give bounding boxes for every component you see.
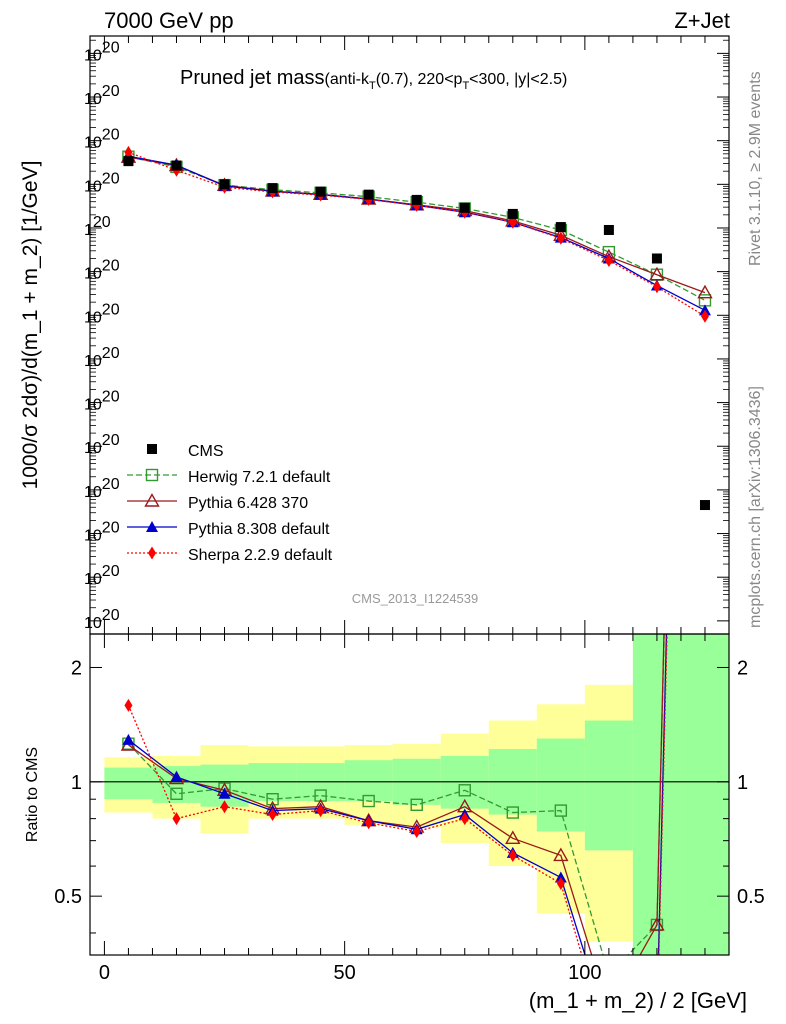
ratio-sherpa-2-2-9-default-point [268, 808, 277, 822]
legend-marker-cms [147, 444, 157, 454]
svg-text:1020: 1020 [84, 520, 120, 545]
analysis-watermark: CMS_2013_I1224539 [352, 591, 479, 606]
header-left: 7000 GeV pp [104, 8, 234, 33]
svg-text:1020: 1020 [84, 170, 120, 195]
ratio-pythia-6-428-370-point [505, 830, 521, 845]
legend-label-pythia-8-308-default: Pythia 8.308 default [188, 521, 330, 538]
ratio-plot-area [90, 634, 729, 981]
pythia-6-428-370-point [697, 284, 713, 299]
ratio-sherpa-2-2-9-default-point [172, 812, 181, 826]
cms-data-point [459, 202, 470, 213]
ratio-y-tick-label-right: 0.5 [737, 886, 765, 908]
uncertainty-band-inner [584, 720, 633, 851]
x-axis-label: (m_1 + m_2) / 2 [GeV] [529, 988, 747, 1013]
svg-text:1020: 1020 [84, 83, 120, 108]
legend-label-pythia-6-428-370: Pythia 6.428 370 [188, 495, 308, 512]
uncertainty-band-inner [344, 760, 393, 802]
ratio-sherpa-2-2-9-default-point [364, 816, 373, 830]
ratio-herwig-7-2-1-default-point [603, 970, 614, 981]
uncertainty-band-inner [104, 767, 153, 800]
cms-data-point [363, 189, 374, 200]
svg-text:1020: 1020 [84, 345, 120, 370]
herwig-7-2-1-default-point [698, 294, 712, 307]
x-tick-label: 0 [99, 962, 110, 984]
uncertainty-band-inner [536, 738, 585, 832]
cms-data-point [123, 156, 134, 167]
cms-data-point [555, 222, 566, 233]
sherpa-2-2-9-default-point [604, 253, 613, 267]
svg-text:1020: 1020 [84, 432, 120, 457]
ratio-y-tick-label: 2 [71, 657, 82, 679]
ratio-sherpa-2-2-9-default-point [316, 804, 325, 818]
legend-label-cms: CMS [188, 443, 224, 460]
svg-text:1020: 1020 [84, 389, 120, 414]
svg-text:1020: 1020 [84, 39, 120, 64]
sherpa-2-2-9-default-line [128, 151, 706, 317]
svg-text:1020: 1020 [84, 563, 120, 588]
sherpa-2-2-9-default-point [124, 145, 133, 159]
ratio-herwig-7-2-1-default-point [362, 794, 375, 808]
ratio-y-tick-label: 1 [71, 772, 82, 794]
ratio-pythia-8-308-default-point [170, 770, 183, 782]
x-tick-label: 100 [568, 962, 601, 984]
sherpa-2-2-9-default-point [556, 231, 565, 245]
sherpa-2-2-9-default-point [652, 280, 661, 294]
pythia-8-308-default-line [128, 155, 706, 311]
legend-marker-pythia-8-308-default [146, 521, 158, 532]
ratio-sherpa-2-2-9-default-point [556, 876, 565, 890]
cms-data-point [411, 194, 422, 205]
cms-data-point [603, 224, 614, 235]
ratio-herwig-7-2-1-default-point [410, 798, 423, 811]
svg-text:1020: 1020 [84, 127, 120, 152]
cms-data-point [267, 183, 278, 194]
cms-data-point [219, 179, 230, 190]
sherpa-2-2-9-default-point [700, 309, 709, 323]
pythia-6-428-370-point [649, 266, 665, 281]
cms-data-point [315, 186, 326, 197]
ratio-y-tick-label-right: 1 [737, 772, 748, 794]
ratio-sherpa-2-2-9-default-point [412, 824, 421, 838]
svg-text:1020: 1020 [84, 607, 120, 632]
ratio-y-tick-label: 0.5 [54, 886, 82, 908]
ratio-herwig-7-2-1-default-point [458, 784, 471, 797]
sherpa-2-2-9-default-point [508, 215, 517, 229]
cms-data-point [699, 500, 710, 511]
svg-text:1020: 1020 [84, 258, 120, 283]
ratio-sherpa-2-2-9-default-point [220, 800, 229, 814]
ratio-sherpa-2-2-9-default-point [460, 812, 469, 826]
ratio-herwig-7-2-1-default-point [506, 806, 519, 819]
ratio-y-tick-label-right: 2 [737, 657, 748, 679]
uncertainty-band-inner [680, 634, 729, 955]
pythia-6-428-370-line [128, 156, 706, 294]
y-axis-label: 1000/σ 2dσ)/d(m_1 + m_2) [1/GeV] [19, 161, 42, 490]
ratio-herwig-7-2-1-default-point [170, 787, 183, 800]
main-plot-area [120, 145, 713, 511]
ratio-pythia-8-308-default-point [218, 787, 231, 799]
cms-data-point [171, 160, 182, 171]
legend-label-herwig-7-2-1-default: Herwig 7.2.1 default [188, 469, 331, 486]
legend-marker-herwig-7-2-1-default [145, 468, 159, 482]
ratio-y-axis-label: Ratio to CMS [24, 747, 41, 842]
legend-marker-sherpa-2-2-9-default [148, 546, 156, 560]
legend-marker-pythia-6-428-370 [144, 493, 160, 507]
ratio-sherpa-2-2-9-default-point [508, 848, 517, 862]
herwig-7-2-1-default-line [128, 156, 706, 301]
chart-title: Pruned jet mass(anti-kT(0.7), 220<pT<300… [180, 67, 567, 92]
ratio-sherpa-2-2-9-default-point [124, 698, 133, 712]
svg-text:1020: 1020 [84, 301, 120, 326]
cms-data-point [507, 208, 518, 219]
svg-text:1020: 1020 [84, 476, 120, 501]
x-tick-label: 50 [334, 962, 356, 984]
ratio-plot-frame [89, 633, 730, 956]
ratio-herwig-7-2-1-default-point [554, 804, 568, 817]
ratio-pythia-6-428-370-point [553, 847, 569, 862]
cms-data-point [651, 253, 662, 264]
main-plot-frame [89, 35, 730, 635]
ratio-pythia-6-428-370-point [649, 917, 665, 931]
legend-label-sherpa-2-2-9-default: Sherpa 2.2.9 default [188, 547, 333, 564]
header-right: Z+Jet [674, 8, 730, 33]
svg-text:120: 120 [84, 214, 111, 239]
ratio-pythia-8-308-default-point [122, 733, 135, 745]
